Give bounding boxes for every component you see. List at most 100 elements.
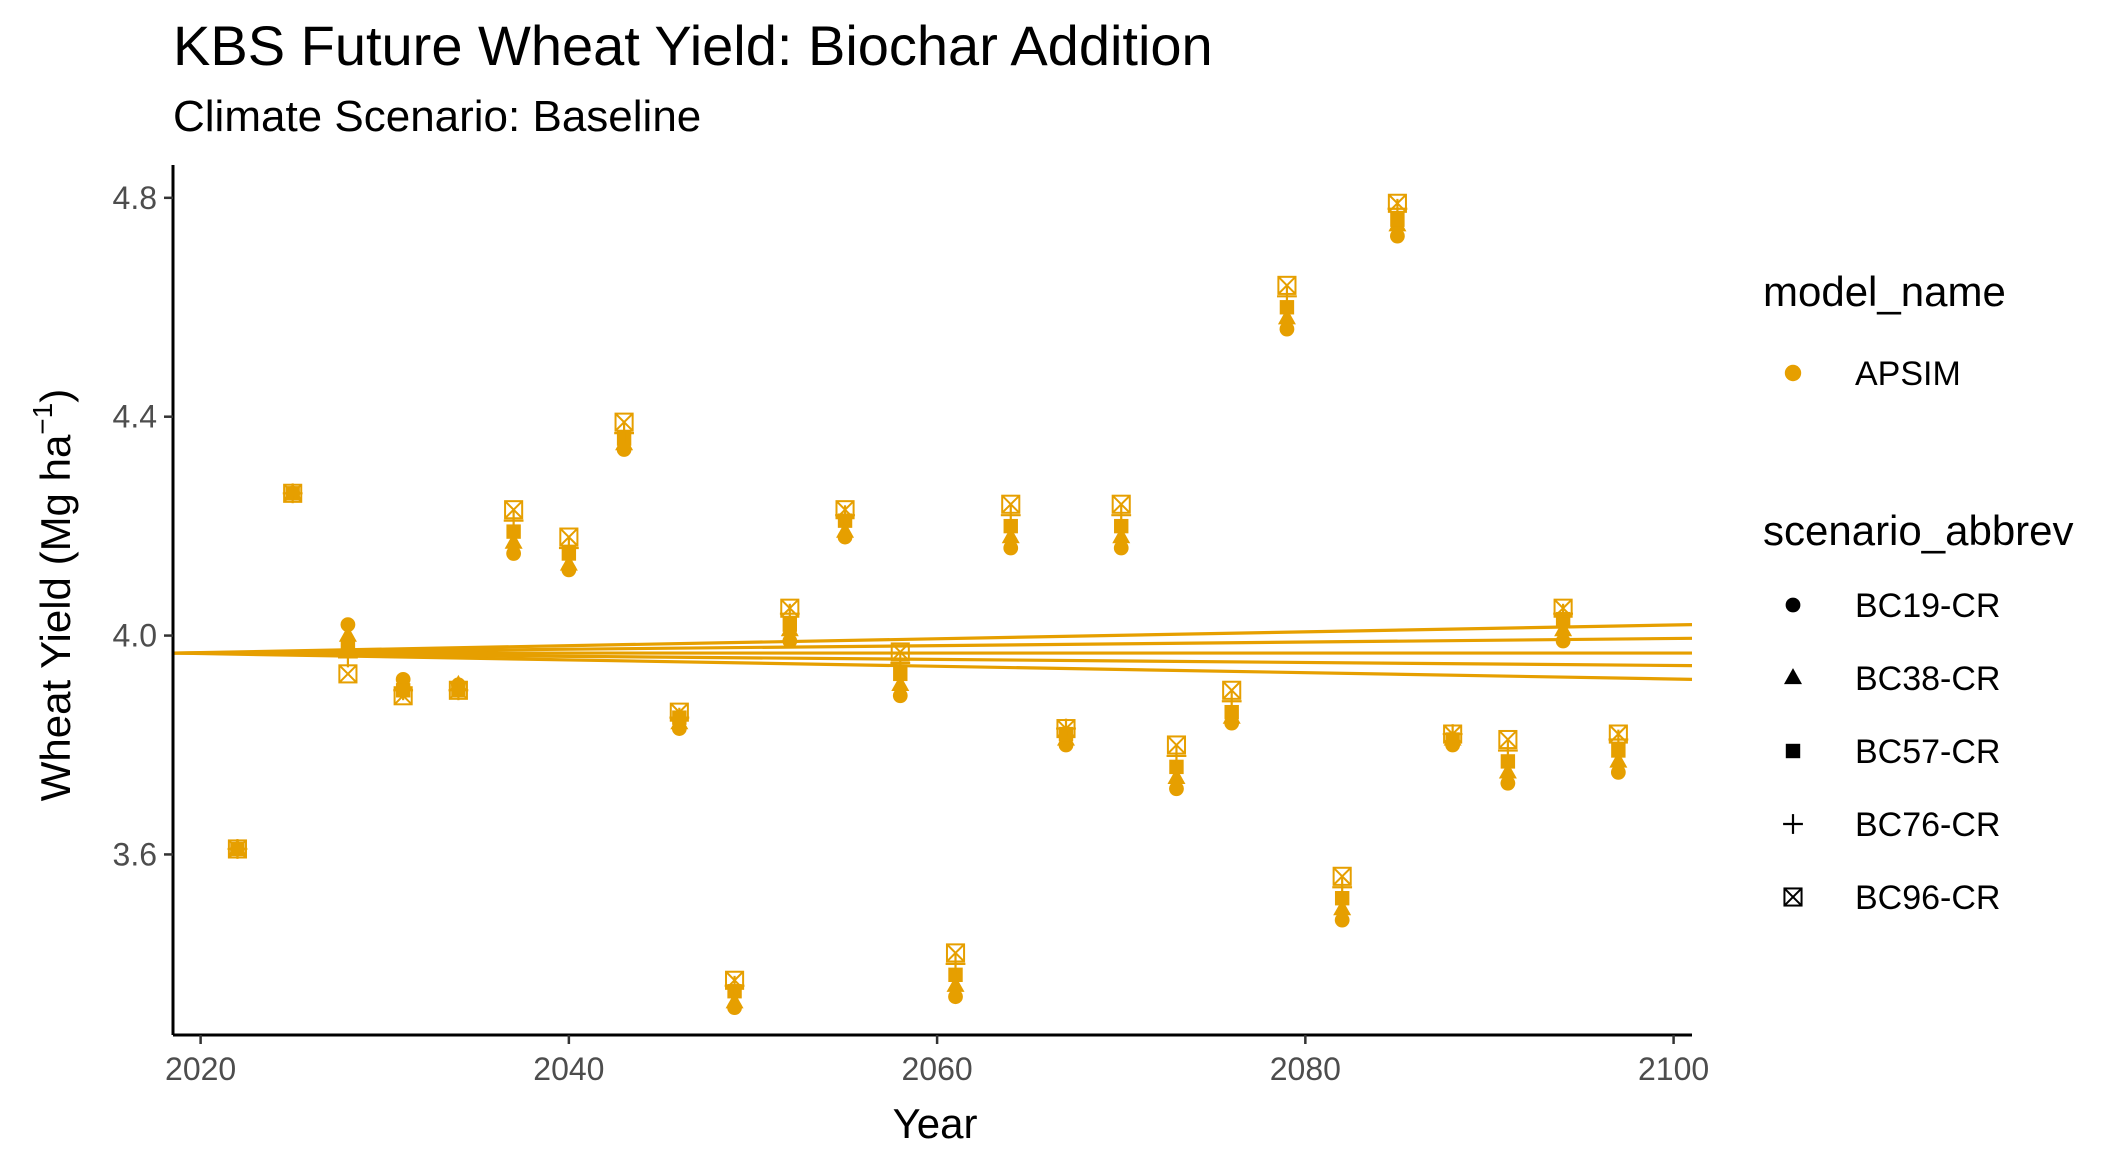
point-bc38-cr-2097: [1609, 751, 1628, 768]
legend-label-bc38-cr: BC38-CR: [1855, 660, 2000, 698]
point-bc76-cr-2079: [1277, 286, 1297, 307]
point-bc96-cr-2085: [1387, 193, 1407, 213]
legend-title-model: model_name: [1763, 268, 2006, 315]
point-bc96-cr-2088: [1443, 724, 1463, 744]
point-bc96-cr-2031: [393, 686, 413, 706]
point-bc57-cr-2091: [1500, 754, 1516, 769]
point-bc96-cr-2070: [1111, 494, 1131, 514]
x-tick-label: 2080: [1270, 1051, 1341, 1087]
point-bc57-cr-2058: [893, 666, 908, 682]
point-bc96-cr-2073: [1166, 735, 1187, 755]
point-bc76-cr-2043: [614, 423, 634, 444]
x-tick-label: 2040: [533, 1051, 604, 1087]
point-bc96-cr-2052: [780, 598, 800, 618]
point-bc96-cr-2034: [448, 680, 468, 700]
point-bc38-cr-2094: [1554, 620, 1573, 637]
point-bc38-cr-2058: [891, 674, 910, 691]
legend-scenario-items: BC19-CR BC38-CR BC57-CR BC76-CR BC96-CR: [1783, 587, 2000, 917]
point-bc96-cr-2067: [1056, 719, 1076, 739]
point-bc76-cr-2028: [338, 647, 358, 668]
trend-line-bc38-cr: [172, 651, 1693, 668]
point-bc57-cr-2070: [1114, 518, 1129, 534]
point-bc96-cr-2058: [890, 642, 910, 662]
y-axis-title-close: ): [32, 389, 79, 403]
y-axis-title-main: Wheat Yield (Mg ha: [32, 434, 79, 801]
point-bc76-cr-2070: [1111, 505, 1132, 526]
point-bc76-cr-2037: [503, 510, 524, 531]
y-tick-label: 4.8: [113, 180, 157, 216]
point-bc57-cr-2097: [1611, 743, 1626, 758]
svg-text:Wheat Yield (Mg ha−1): Wheat Yield (Mg ha−1): [27, 389, 79, 801]
point-bc96-cr-2022: [227, 839, 247, 859]
trend-line-bc96-cr: [172, 623, 1693, 655]
point-bc96-cr-2046: [669, 702, 689, 722]
point-bc76-cr-2058: [890, 653, 911, 673]
point-bc76-cr-2091: [1497, 740, 1518, 761]
point-bc38-cr-2082: [1333, 899, 1352, 916]
point-bc19-cr-2073: [1169, 781, 1184, 797]
point-bc96-cr-2094: [1553, 598, 1573, 618]
point-bc57-cr-2079: [1279, 300, 1295, 315]
point-bc96-cr-2097: [1608, 724, 1628, 744]
point-bc96-cr-2061: [945, 943, 966, 963]
point-bc38-cr-2064: [1001, 527, 1020, 544]
point-bc38-cr-2037: [504, 532, 523, 549]
point-bc38-cr-2055: [836, 521, 855, 538]
trend-lines: [172, 623, 1693, 681]
point-bc96-cr-2040: [559, 527, 579, 547]
chart-subtitle: Climate Scenario: Baseline: [173, 92, 701, 141]
point-bc19-cr-2097: [1610, 764, 1626, 780]
point-bc38-cr-2091: [1498, 762, 1517, 779]
legend-label-apsim: APSIM: [1855, 355, 1961, 393]
point-bc96-cr-2043: [614, 412, 634, 432]
y-tick-label: 4.0: [113, 618, 157, 654]
point-bc57-cr-2076: [1224, 704, 1239, 720]
point-bc96-cr-2025: [283, 483, 303, 503]
point-bc96-cr-2079: [1277, 275, 1297, 295]
point-bc19-cr-2070: [1113, 540, 1129, 556]
y-axis-title-sup: −1: [27, 403, 58, 435]
point-bc19-cr-2028: [340, 617, 356, 633]
point-bc38-cr-2070: [1112, 527, 1131, 544]
data-points: [227, 193, 1629, 1016]
x-tick-label: 2060: [902, 1051, 973, 1087]
point-bc38-cr-2028: [338, 625, 357, 642]
point-bc19-cr-2091: [1500, 775, 1516, 791]
legend-label-bc57-cr: BC57-CR: [1855, 733, 2000, 771]
legend-model-items: APSIM: [1784, 355, 1961, 393]
trend-line-bc19-cr: [172, 651, 1693, 681]
point-bc57-cr-2082: [1334, 891, 1350, 906]
point-bc76-cr-2076: [1221, 691, 1242, 712]
legend-key-apsim: [1784, 364, 1802, 382]
legend-label-bc96-cr: BC96-CR: [1855, 879, 2000, 917]
legend-key-bc57-cr: [1785, 743, 1801, 759]
point-bc19-cr-2064: [1003, 540, 1019, 556]
axes: 3.6 4.0 4.4 4.8 2020 2040 2060 2080 2100: [113, 165, 1709, 1087]
point-bc38-cr-2040: [559, 554, 578, 571]
point-bc19-cr-2037: [506, 546, 522, 561]
point-bc19-cr-2061: [948, 989, 963, 1005]
x-tick-label: 2020: [165, 1051, 236, 1087]
point-bc76-cr-2040: [558, 538, 579, 558]
chart-title: KBS Future Wheat Yield: Biochar Addition: [173, 14, 1213, 77]
point-bc19-cr-2079: [1279, 321, 1295, 337]
point-bc96-cr-2049: [725, 970, 745, 990]
legend-key-bc76-cr: [1783, 814, 1803, 834]
point-bc96-cr-2091: [1498, 729, 1518, 750]
point-bc38-cr-2049: [725, 992, 744, 1009]
point-bc19-cr-2058: [892, 688, 908, 704]
point-bc57-cr-2028: [340, 639, 356, 654]
point-bc76-cr-2064: [1000, 505, 1021, 526]
y-tick-label: 4.4: [113, 399, 157, 435]
x-tick-label: 2100: [1638, 1051, 1709, 1087]
point-bc57-cr-2037: [506, 524, 521, 539]
point-bc19-cr-2094: [1555, 633, 1571, 649]
point-bc76-cr-2061: [945, 953, 966, 974]
y-tick-label: 3.6: [113, 836, 157, 872]
point-bc57-cr-2064: [1003, 518, 1018, 534]
point-bc19-cr-2052: [782, 633, 798, 649]
point-bc38-cr-2079: [1277, 308, 1296, 325]
point-bc96-cr-2028: [338, 664, 358, 684]
legend-title-scenario: scenario_abbrev: [1763, 507, 2074, 554]
